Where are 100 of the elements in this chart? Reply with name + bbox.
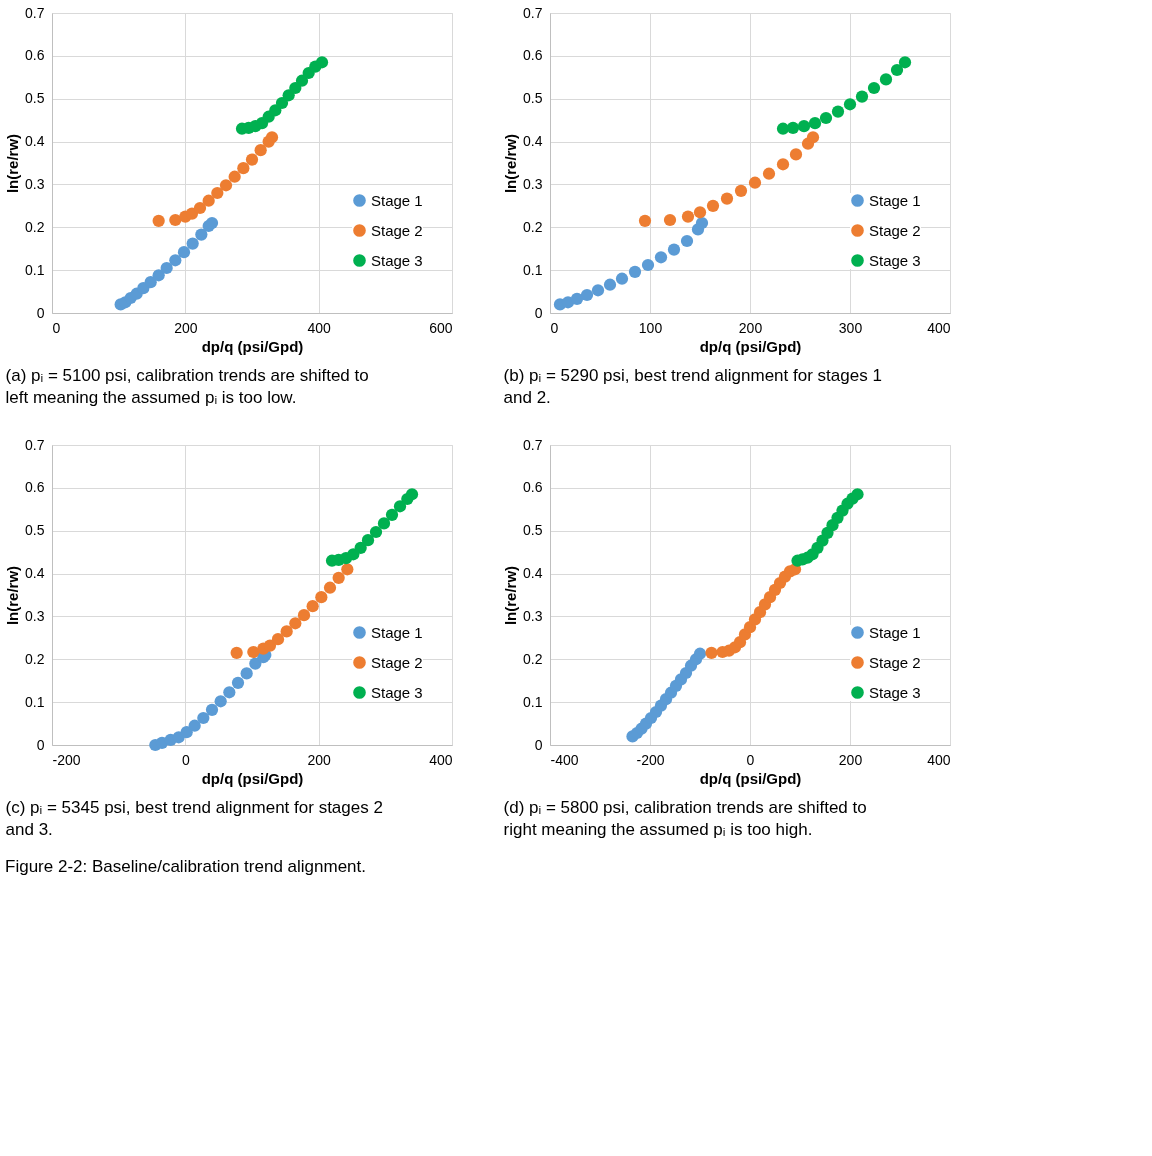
x-axis-title: dp/q (psi/Gpd) xyxy=(699,769,802,787)
y-tick-label: 0.3 xyxy=(25,607,45,624)
point xyxy=(867,81,881,95)
point xyxy=(762,167,776,180)
y-tick-label: 0.5 xyxy=(25,522,45,539)
x-axis-title: dp/q (psi/Gpd) xyxy=(699,337,802,355)
x-tick-label: 100 xyxy=(638,319,663,336)
y-tick-label: 0.2 xyxy=(523,650,543,667)
x-tick-label: 400 xyxy=(927,751,951,768)
x-tick-label: 400 xyxy=(927,319,951,336)
point xyxy=(680,234,694,248)
legend-label: Stage 3 xyxy=(371,251,423,269)
point xyxy=(706,199,720,212)
point xyxy=(663,213,677,227)
point xyxy=(776,158,790,171)
point xyxy=(667,243,681,256)
y-tick-label: 0.7 xyxy=(25,4,45,21)
x-tick-label: -200 xyxy=(52,751,81,768)
point xyxy=(831,105,845,118)
legend-label: Stage 3 xyxy=(371,683,423,701)
point xyxy=(808,117,822,130)
point xyxy=(797,120,811,133)
y-tick-label: 0.7 xyxy=(25,436,45,453)
caption: Figure 2-2: Baseline/calibration trend alignment. xyxy=(5,856,367,876)
y-tick-label: 0.7 xyxy=(523,436,543,453)
x-axis-title: dp/q (psi/Gpd) xyxy=(201,337,304,355)
x-tick-label: 200 xyxy=(307,751,332,768)
x-tick-label: 300 xyxy=(838,319,863,336)
point xyxy=(570,292,584,305)
y-tick-label: 0 xyxy=(36,304,45,321)
x-tick-label: 0 xyxy=(746,751,755,768)
point xyxy=(748,176,762,189)
y-tick-label: 0.1 xyxy=(25,261,45,278)
point xyxy=(879,73,893,86)
y-tick-label: 0.3 xyxy=(523,175,543,192)
point xyxy=(603,278,617,291)
y-tick-label: 0 xyxy=(534,304,543,321)
legend-label: Stage 3 xyxy=(869,251,921,269)
legend-label: Stage 1 xyxy=(869,623,921,641)
legend-label: Stage 1 xyxy=(371,623,423,641)
y-tick-label: 0.6 xyxy=(523,47,543,64)
y-axis-title: ln(re/rw) xyxy=(4,133,22,194)
y-tick-label: 0.2 xyxy=(523,218,543,235)
point xyxy=(628,265,642,278)
y-tick-label: 0.6 xyxy=(25,47,45,64)
legend-label: Stage 2 xyxy=(371,221,423,239)
point xyxy=(734,184,748,197)
point xyxy=(819,111,833,125)
x-tick-label: 200 xyxy=(838,751,863,768)
point xyxy=(695,216,709,230)
y-tick-label: 0.2 xyxy=(25,218,45,235)
x-tick-label: 400 xyxy=(429,751,453,768)
y-tick-label: 0.2 xyxy=(25,650,45,667)
legend-label: Stage 2 xyxy=(371,653,423,671)
text: (d) pᵢ = 5800 psi, calibration trends are shifted to right meaning the assumed pᵢ is too high. xyxy=(503,798,867,839)
point xyxy=(654,251,668,264)
y-tick-label: 0.6 xyxy=(523,479,543,496)
x-tick-label: 200 xyxy=(738,319,763,336)
x-axis-title: dp/q (psi/Gpd) xyxy=(201,769,304,787)
text: (a) pᵢ = 5100 psi, calibration trends are shifted to left meaning the assumed pᵢ is too low. xyxy=(5,366,369,407)
point xyxy=(693,206,707,219)
x-tick-label: 200 xyxy=(174,319,198,336)
y-tick-label: 0.5 xyxy=(523,90,543,107)
text: (c) pᵢ = 5345 psi, best trend alignment for stages 2 and 3. xyxy=(5,798,383,839)
x-tick-label: 400 xyxy=(307,319,332,336)
point xyxy=(843,98,857,111)
point xyxy=(789,148,803,161)
y-tick-label: 0.6 xyxy=(25,479,45,496)
y-tick-label: 0 xyxy=(36,736,45,753)
x-tick-label: -400 xyxy=(550,751,579,768)
x-tick-label: 600 xyxy=(429,319,453,336)
y-tick-label: 0.4 xyxy=(25,133,45,150)
legend-label: Stage 1 xyxy=(869,191,921,209)
y-axis-title: ln(re/rw) xyxy=(502,133,520,194)
y-tick-label: 0.3 xyxy=(523,607,543,624)
y-tick-label: 0.5 xyxy=(523,522,543,539)
x-tick-label: -200 xyxy=(636,751,665,768)
y-tick-label: 0.4 xyxy=(25,565,45,582)
y-tick-label: 0.3 xyxy=(25,175,45,192)
y-tick-label: 0.4 xyxy=(523,133,543,150)
y-tick-label: 0.4 xyxy=(523,565,543,582)
y-axis-title: ln(re/rw) xyxy=(502,565,520,626)
point xyxy=(615,272,629,285)
point xyxy=(776,122,790,135)
y-tick-label: 0.1 xyxy=(523,261,543,278)
point xyxy=(638,214,652,227)
y-axis-title: ln(re/rw) xyxy=(4,565,22,626)
y-tick-label: 0 xyxy=(534,736,543,753)
y-tick-label: 0.7 xyxy=(523,4,543,21)
legend-label: Stage 1 xyxy=(371,191,423,209)
y-tick-label: 0.1 xyxy=(523,693,543,710)
legend-label: Stage 2 xyxy=(869,221,921,239)
point xyxy=(591,284,605,297)
x-tick-label: 0 xyxy=(181,751,190,768)
point xyxy=(898,56,912,69)
legend-label: Stage 3 xyxy=(869,683,921,701)
legend-label: Stage 2 xyxy=(869,653,921,671)
point xyxy=(855,90,869,103)
point xyxy=(580,288,594,302)
point xyxy=(890,63,904,77)
